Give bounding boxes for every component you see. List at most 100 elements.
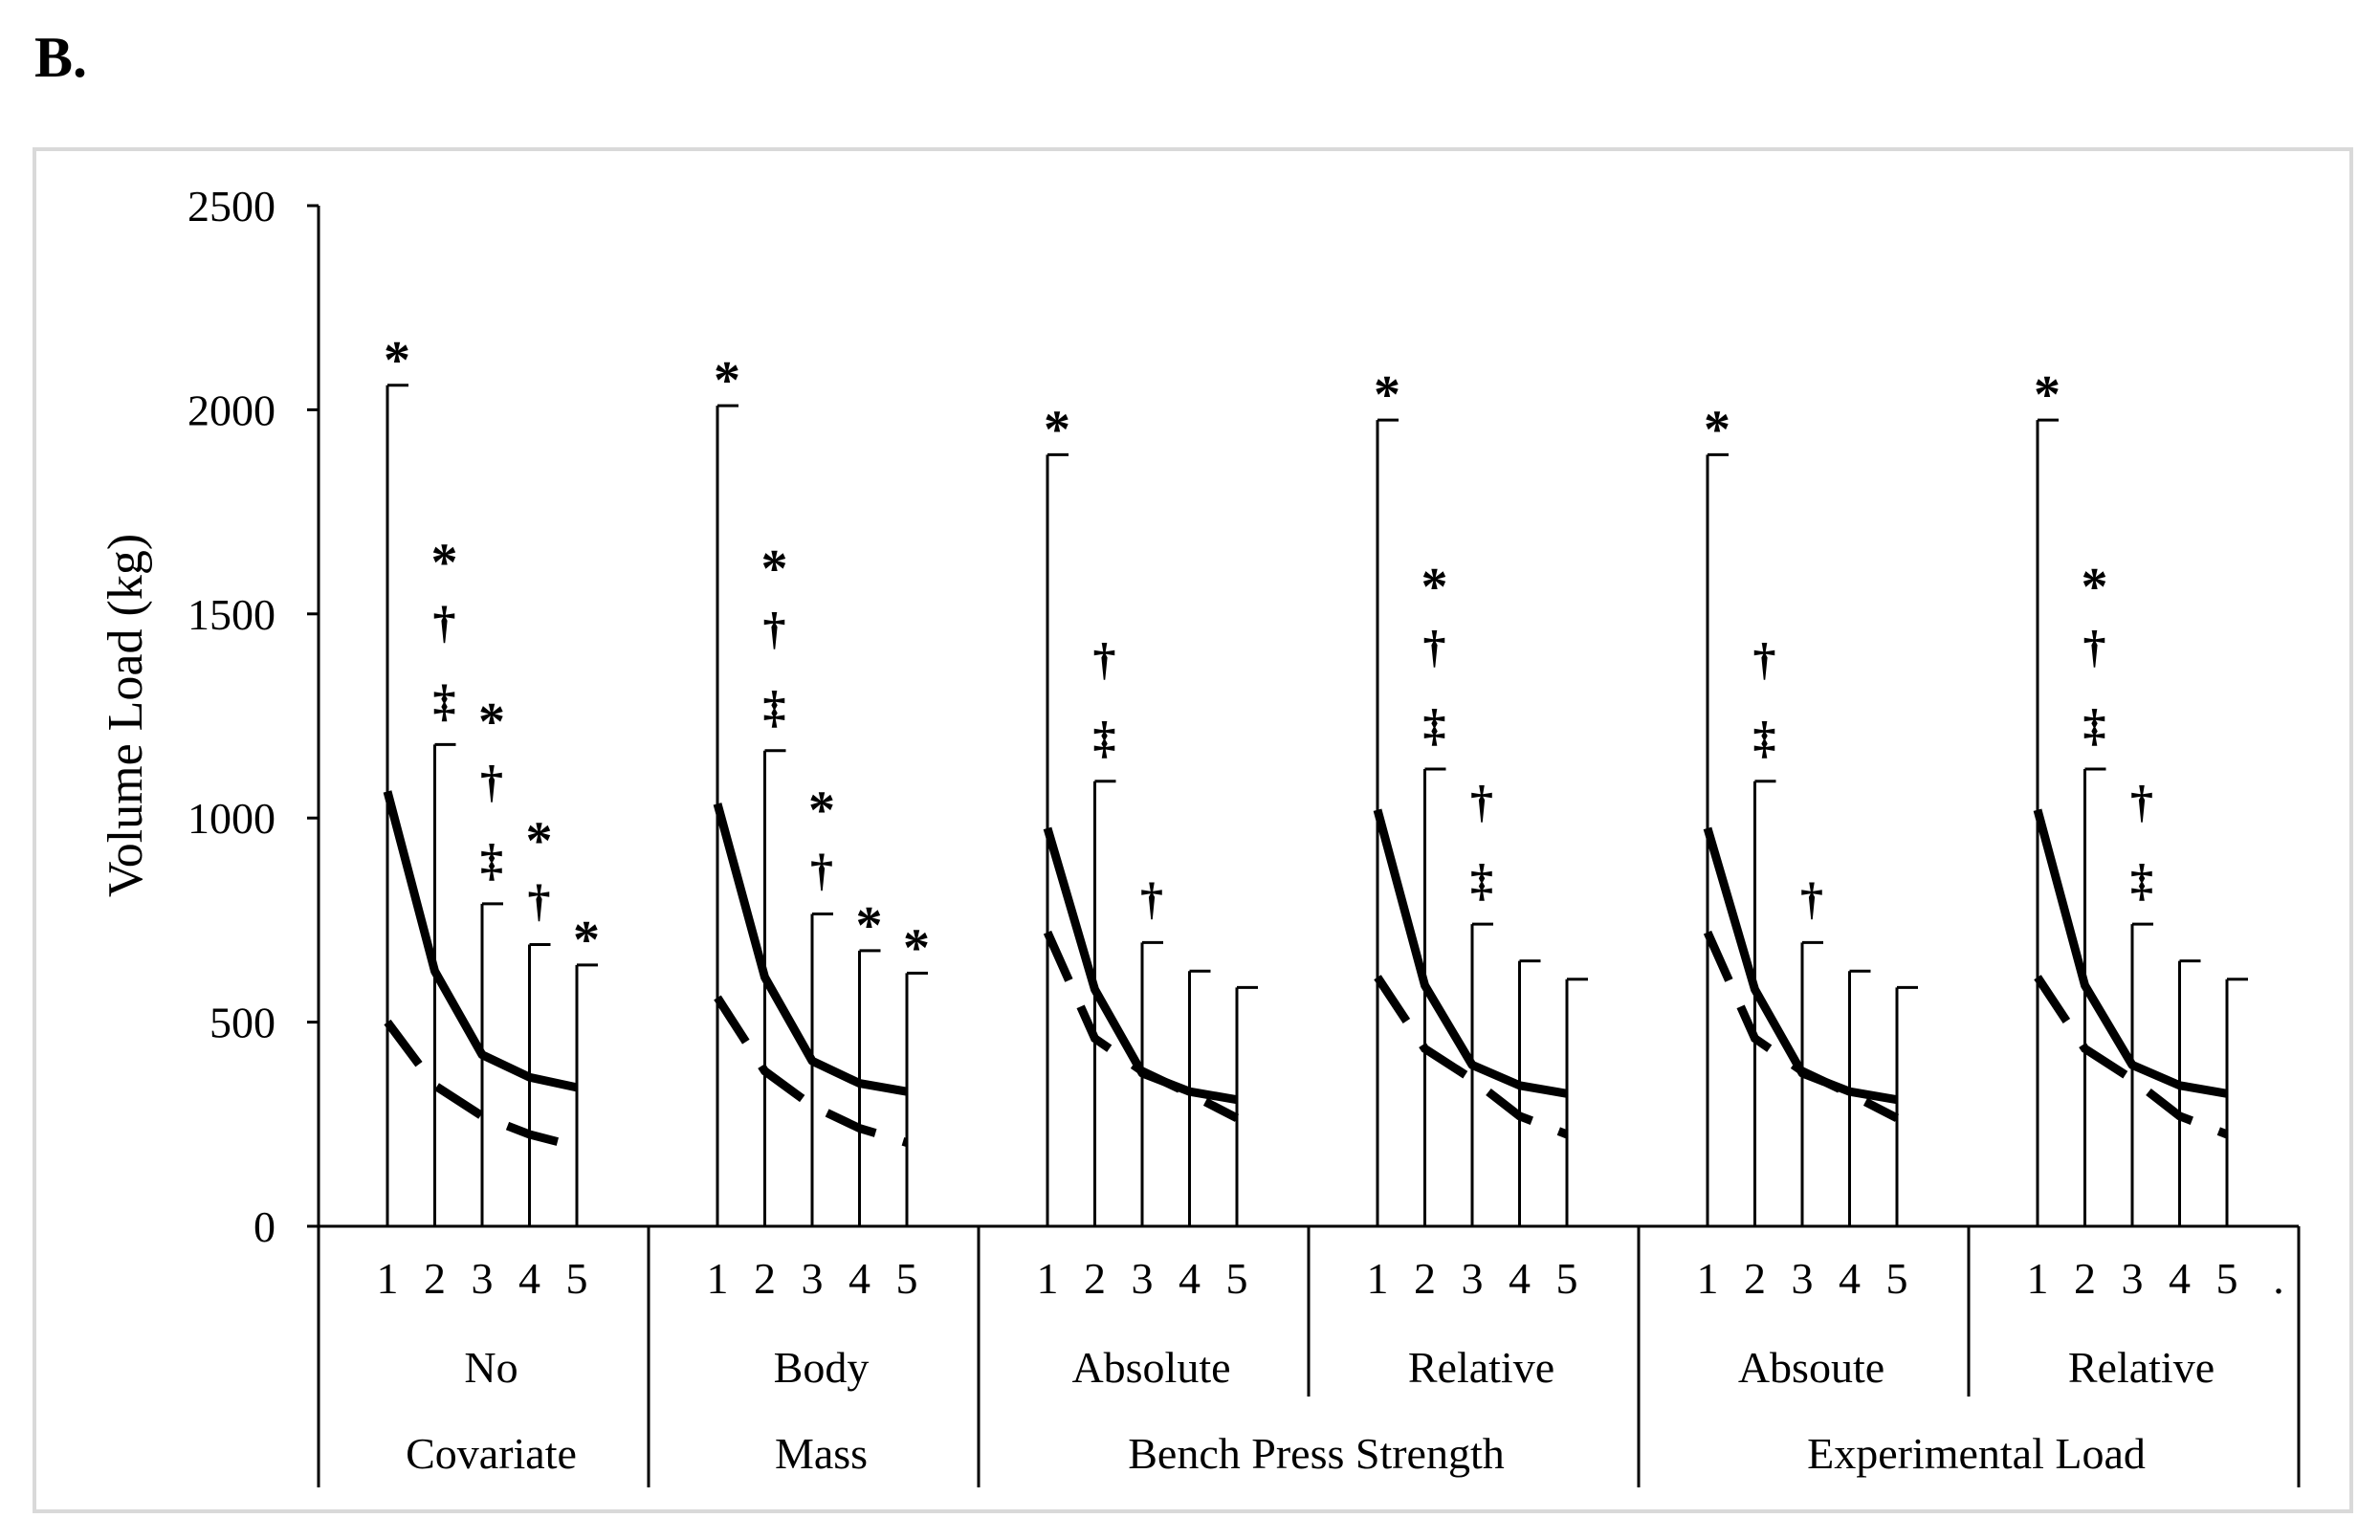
y-tick-label: 0: [253, 1202, 275, 1251]
set-tick-label: 3: [1792, 1254, 1814, 1303]
set-tick-label: 3: [1132, 1254, 1154, 1303]
significance-mark: ‡: [2083, 700, 2106, 751]
significance-mark: *: [808, 781, 835, 840]
significance-mark: ‡: [2130, 855, 2153, 906]
significance-mark: *: [903, 918, 930, 978]
significance-mark: †: [763, 604, 786, 654]
set-tick-label: 2: [1084, 1254, 1106, 1303]
significance-mark: †: [528, 876, 551, 927]
panel-label: B.: [34, 26, 88, 89]
significance-mark: *: [384, 331, 410, 390]
dashed-series-line: [714, 995, 909, 1147]
significance-mark: †: [1470, 777, 1493, 827]
set-tick-label: 1: [1367, 1254, 1389, 1303]
significance-mark: *: [431, 533, 458, 592]
group-label: Absoute: [1738, 1343, 1884, 1392]
significance-mark: ‡: [433, 675, 456, 726]
set-tick-label: 2: [2074, 1254, 2096, 1303]
significance-mark: ‡: [480, 835, 503, 886]
solid-series-line: [1373, 808, 1568, 1098]
set-tick-label: 1: [377, 1254, 399, 1303]
set-tick-label: 2: [1744, 1254, 1766, 1303]
significance-mark: ‡: [1423, 700, 1446, 751]
group-label: Body: [774, 1343, 870, 1392]
set-tick-label: 4: [518, 1254, 540, 1303]
solid-series-line: [2033, 808, 2228, 1098]
chart-frame: [33, 147, 2353, 1513]
set-tick-label: 5: [1226, 1254, 1248, 1303]
significance-mark: †: [1093, 634, 1116, 685]
set-tick-label: 3: [1462, 1254, 1484, 1303]
set-tick-label: 5: [1886, 1254, 1908, 1303]
trailing-mark: .: [2273, 1254, 2284, 1303]
group-label: Relative: [2068, 1343, 2215, 1392]
dashed-series-line: [1703, 930, 1900, 1122]
set-tick-label: 4: [1179, 1254, 1201, 1303]
series-lines: [383, 790, 2229, 1152]
set-tick-label: 2: [1414, 1254, 1436, 1303]
set-tick-label: 1: [707, 1254, 729, 1303]
significance-mark: *: [1374, 365, 1400, 425]
significance-mark: *: [2034, 365, 2060, 425]
significance-mark: ‡: [1093, 713, 1116, 763]
y-tick-label: 2000: [187, 385, 275, 434]
category-label: Covariate: [406, 1429, 577, 1478]
significance-mark: *: [1704, 400, 1730, 459]
significance-mark: †: [1753, 634, 1776, 685]
y-ticks: 0 500 1000 1500 2000 2500: [187, 182, 319, 1251]
set-tick-label: 5: [896, 1254, 918, 1303]
significance-mark: *: [856, 896, 883, 956]
significance-mark: †: [2130, 777, 2153, 827]
significance-mark: †: [1140, 873, 1163, 924]
y-tick-label: 1500: [187, 590, 275, 639]
significance-mark: †: [480, 757, 503, 807]
significance-mark: †: [433, 597, 456, 648]
significance-mark: *: [478, 693, 505, 752]
dashed-series-line: [384, 1019, 579, 1152]
significance-mark: *: [573, 911, 600, 970]
set-tick-label: 4: [848, 1254, 870, 1303]
group-label: Absolute: [1071, 1343, 1230, 1392]
y-tick-label: 2500: [187, 182, 275, 231]
dashed-series-line: [1043, 930, 1240, 1122]
set-tick-label: 4: [1509, 1254, 1531, 1303]
y-tick-label: 1000: [187, 794, 275, 843]
set-tick-label: 5: [566, 1254, 588, 1303]
set-tick-label: 1: [2027, 1254, 2049, 1303]
significance-mark: †: [2083, 622, 2106, 672]
set-tick-label: 2: [754, 1254, 776, 1303]
set-tick-label: 3: [802, 1254, 824, 1303]
set-tick-label: 1: [1697, 1254, 1719, 1303]
set-tick-label: 5: [2216, 1254, 2238, 1303]
set-tick-label: 3: [472, 1254, 494, 1303]
significance-mark: ‡: [1470, 855, 1493, 906]
set-tick-label: 3: [2122, 1254, 2144, 1303]
y-tick-label: 500: [209, 999, 275, 1047]
set-tick-label: 2: [424, 1254, 446, 1303]
set-tick-label: 5: [1556, 1254, 1578, 1303]
significance-mark: †: [1423, 622, 1446, 672]
significance-mark: *: [761, 539, 788, 599]
group-label: No: [464, 1343, 518, 1392]
set-tick-label: 4: [2169, 1254, 2191, 1303]
category-label: Mass: [775, 1429, 868, 1478]
set-tick-label: 1: [1037, 1254, 1059, 1303]
solid-series-line: [383, 790, 578, 1092]
significance-mark: *: [1044, 400, 1070, 459]
significance-mark: †: [1800, 873, 1823, 924]
category-label: Bench Press Strength: [1128, 1429, 1505, 1478]
significance-mark: ‡: [1753, 713, 1776, 763]
error-bars: [386, 384, 2248, 1226]
group-label: Relative: [1408, 1343, 1554, 1392]
significance-mark: *: [526, 812, 553, 871]
significance-mark: †: [810, 845, 833, 895]
set-tick-label: 4: [1839, 1254, 1861, 1303]
significance-mark: ‡: [763, 682, 786, 733]
significance-mark: *: [714, 351, 740, 410]
significance-marks: **†‡ *†‡ *†***†‡*†* **†‡†**†‡†‡*†‡†**†‡†‡: [384, 331, 2153, 979]
y-axis-title: Volume Load (kg): [99, 534, 153, 897]
significance-mark: *: [1421, 558, 1448, 617]
significance-mark: *: [2082, 558, 2108, 617]
